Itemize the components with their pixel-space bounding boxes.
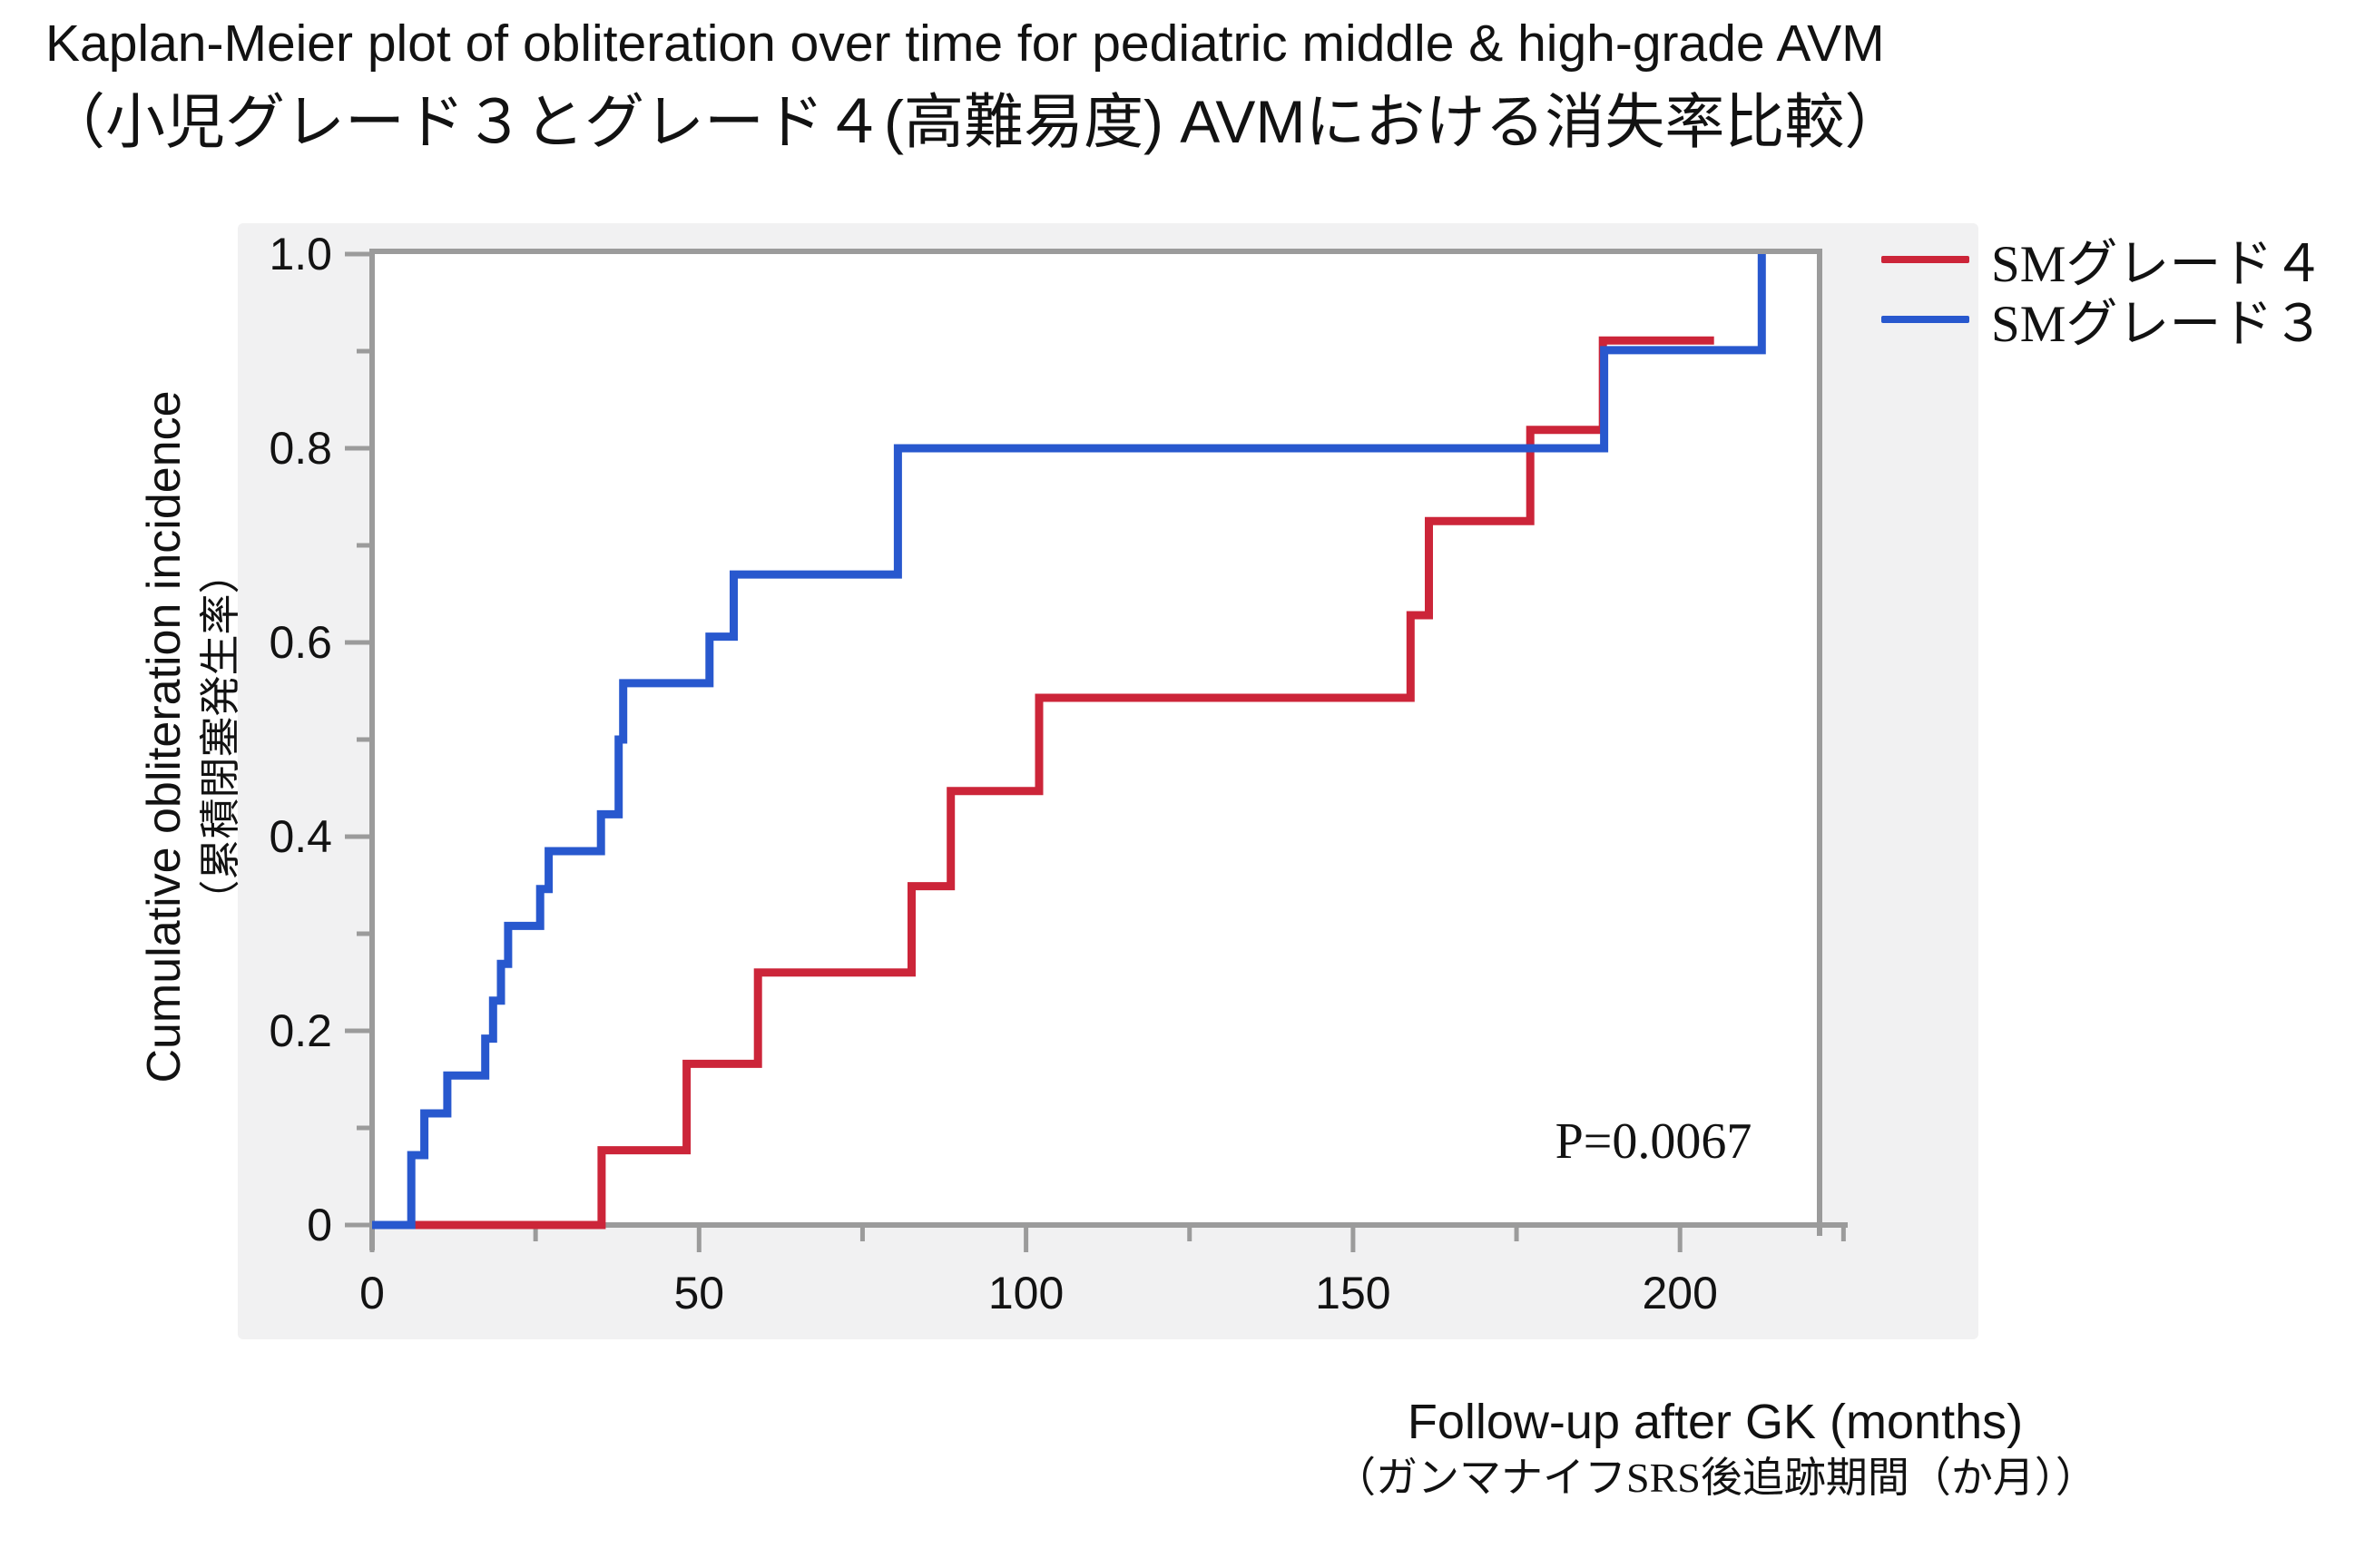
x-axis-label-english: Follow-up after GK (months) [1407,1395,2024,1449]
p-value-annotation: P=0.0067 [1555,1113,1752,1170]
x-tick-label: 100 [988,1268,1064,1318]
y-axis-label-english: Cumulative obliteration incidence [138,390,191,1083]
y-axis-label-japanese: （累積閉塞発生率） [198,553,243,921]
y-tick-label: 0.4 [269,811,332,862]
legend: SMグレード４ SMグレード３ [1881,230,2324,353]
legend-label-grade4: SMグレード４ [1991,236,2325,293]
legend-label-grade3: SMグレード３ [1991,296,2325,353]
y-tick-label: 1.0 [269,229,332,279]
y-tick-label: 0.8 [269,423,332,474]
legend-swatch-grade4-red-line [1881,256,1969,263]
legend-swatch-grade3-blue-line [1881,316,1969,323]
x-tick-label: 0 [359,1268,385,1318]
y-tick-label: 0.6 [269,617,332,668]
plot-frame [369,249,1822,1228]
x-tick-label: 150 [1315,1268,1390,1318]
x-axis-label-block: Follow-up after GK (months) （ガンマナイフSRS後追… [1334,1395,2097,1501]
x-tick-label: 200 [1642,1268,1717,1318]
legend-item-grade4: SMグレード４ [1881,230,2324,293]
chart-title-block: Kaplan-Meier plot of obliteration over t… [45,18,1904,152]
km-curve-sm-grade4 [372,336,1714,1230]
legend-item-grade3: SMグレード３ [1881,289,2324,353]
chart-title-english: Kaplan-Meier plot of obliteration over t… [45,15,1885,73]
x-axis-label-japanese: （ガンマナイフSRS後追跡期間（か月）） [1334,1455,2097,1501]
y-tick-label: 0.2 [269,1005,332,1056]
y-tick-label: 0 [307,1200,332,1250]
chart-title-japanese: （小児グレード３とグレード４(高難易度) AVMにおける消失率比較） [45,88,1905,155]
y-axis-label-block: Cumulative obliteration incidence （累積閉塞発… [138,192,277,1281]
km-curve-sm-grade3 [372,254,1766,1230]
x-tick-label: 50 [673,1268,724,1318]
